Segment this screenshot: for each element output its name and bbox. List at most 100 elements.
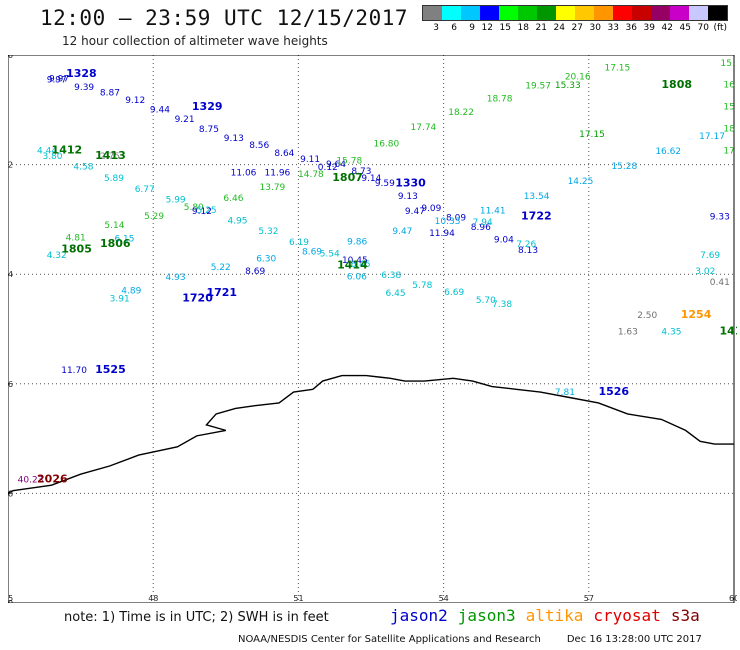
track-value: 9.13 [224, 134, 244, 144]
track-value: 9.21 [175, 115, 195, 125]
track-value: 9.97 [49, 75, 69, 85]
track-id-label: 1415 [719, 324, 737, 337]
obs-value: 7.26 [516, 240, 536, 250]
track-value: 17 [723, 147, 734, 157]
legend-label: 33 [607, 23, 619, 33]
track-value: 9.04 [494, 236, 514, 246]
obs-value: 7.81 [555, 388, 575, 398]
track-value: 15 [721, 59, 732, 69]
obs-value: 6.06 [347, 273, 367, 283]
legend-label: 12 [481, 23, 493, 33]
obs-value: 6.15 [114, 234, 134, 244]
track-value: 11.41 [480, 207, 506, 217]
x-tick-label: 51 [293, 594, 303, 603]
obs-value: 7.94 [473, 218, 493, 228]
track-value: 8.73 [351, 167, 371, 177]
satellite-altika: altika [525, 606, 584, 625]
legend-swatch [613, 6, 632, 20]
track-value: 5.70 [476, 296, 496, 306]
legend-swatch [689, 6, 708, 20]
legend-swatch [499, 6, 518, 20]
track-value: 9.44 [150, 105, 170, 115]
x-tick-label: 60 [729, 594, 737, 603]
page-subtitle: 12 hour collection of altimeter wave hei… [62, 34, 328, 48]
track-value: 9.86 [347, 237, 367, 247]
obs-value: 3.02 [695, 267, 715, 277]
obs-value: 7.38 [492, 300, 512, 310]
track-value: 4.95 [227, 216, 247, 226]
track-value: 3.80 [42, 152, 62, 162]
track-value: 5.89 [104, 174, 124, 184]
track-value: 18 [723, 125, 735, 135]
obs-value: 7.69 [700, 251, 720, 261]
track-value: 9.59 [375, 179, 395, 189]
legend-label: 3 [433, 23, 439, 33]
track-value: 18.78 [487, 95, 513, 105]
legend-swatch [575, 6, 594, 20]
track-value: 9.13 [398, 192, 418, 202]
track-value: 5.25 [197, 206, 217, 216]
obs-value: 9.47 [405, 207, 425, 217]
track-value: 13.79 [260, 183, 286, 193]
page-title: 12:00 – 23:59 UTC 12/15/2017 [40, 6, 409, 30]
timestamp: Dec 16 13:28:00 UTC 2017 [566, 634, 702, 645]
track-value: 9.47 [392, 227, 412, 237]
track-id-label: 1328 [66, 67, 97, 80]
track-value: 14.78 [298, 170, 324, 180]
track-value: 16.80 [373, 140, 399, 150]
legend-swatch [480, 6, 499, 20]
track-value: 9.11 [300, 155, 320, 165]
obs-value: 17.15 [579, 130, 605, 140]
track-value: 5.14 [104, 221, 124, 231]
track-id-label: 1806 [100, 237, 131, 250]
track-id-label: 1808 [661, 78, 692, 91]
legend-label: 27 [571, 23, 583, 33]
obs-value: 2.50 [637, 311, 657, 321]
track-id-label: 1330 [395, 177, 426, 190]
legend-swatch [594, 6, 613, 20]
footer-note: note: 1) Time is in UTC; 2) SWH is in fe… [64, 610, 329, 625]
obs-value: 40.23 [18, 475, 44, 485]
legend-label: 24 [553, 23, 565, 33]
legend-swatch [670, 6, 689, 20]
legend-label: 21 [535, 23, 547, 33]
track-value: 4.93 [166, 273, 186, 283]
obs-value: 3.91 [110, 295, 130, 305]
track-value: 4.81 [66, 233, 86, 243]
obs-value: 0.41 [710, 278, 730, 288]
color-legend: 3 6 9 12 15 18 21 24 27 30 33 36 39 42 45 70 (ft) [422, 5, 728, 35]
track-value: 6.19 [289, 238, 309, 248]
x-tick-label: 54 [439, 594, 449, 603]
obs-value: 4.32 [47, 251, 67, 261]
track-id-label: 1414 [337, 259, 368, 272]
satellite-jason2: jason2 [390, 606, 448, 625]
obs-value: 9.97 [47, 75, 67, 85]
x-tick-label: 45 [8, 594, 13, 603]
obs-value: 4.35 [661, 327, 681, 337]
map-frame [8, 55, 735, 603]
track-id-label: 1254 [681, 308, 712, 321]
track-value: 15 [723, 103, 734, 113]
legend-label: 15 [499, 23, 511, 33]
track-value: 5.99 [166, 195, 186, 205]
track-value: 5.80 [184, 203, 204, 213]
satellite-legend: jason2 jason3 altika cryosat s3a [390, 606, 710, 625]
x-tick-label: 57 [584, 594, 594, 603]
legend-label: 42 [661, 23, 673, 33]
track-value: 8.87 [100, 89, 120, 99]
obs-value: 0.12 [318, 163, 338, 173]
track-value: 5.22 [211, 263, 231, 273]
legend-swatch [423, 6, 442, 20]
legend-swatch [651, 6, 670, 20]
track-value: 6.69 [444, 288, 464, 298]
track-id-label: 1329 [192, 100, 223, 113]
legend-swatch [556, 6, 575, 20]
track-id-label: 1412 [52, 144, 83, 157]
track-value: 15.28 [611, 162, 637, 172]
track-value: 20.16 [565, 72, 591, 82]
track-value: 5.78 [412, 281, 432, 291]
obs-value: 8.69 [245, 267, 265, 277]
track-value: 9.09 [421, 204, 441, 214]
obs-value: 11.96 [265, 169, 291, 179]
track-value: 4.89 [121, 286, 141, 296]
